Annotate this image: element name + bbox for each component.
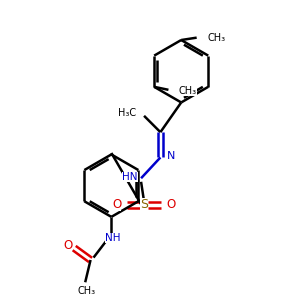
Text: CH₃: CH₃ (78, 286, 96, 296)
Text: O: O (63, 238, 72, 252)
Text: HN: HN (122, 172, 137, 182)
Text: CH₃: CH₃ (208, 33, 226, 43)
Text: CH₃: CH₃ (179, 86, 197, 96)
Text: H₃C: H₃C (118, 108, 136, 118)
Text: S: S (140, 199, 148, 212)
Text: N: N (167, 151, 175, 161)
Text: O: O (112, 199, 121, 212)
Text: NH: NH (105, 233, 120, 243)
Text: O: O (167, 199, 176, 212)
